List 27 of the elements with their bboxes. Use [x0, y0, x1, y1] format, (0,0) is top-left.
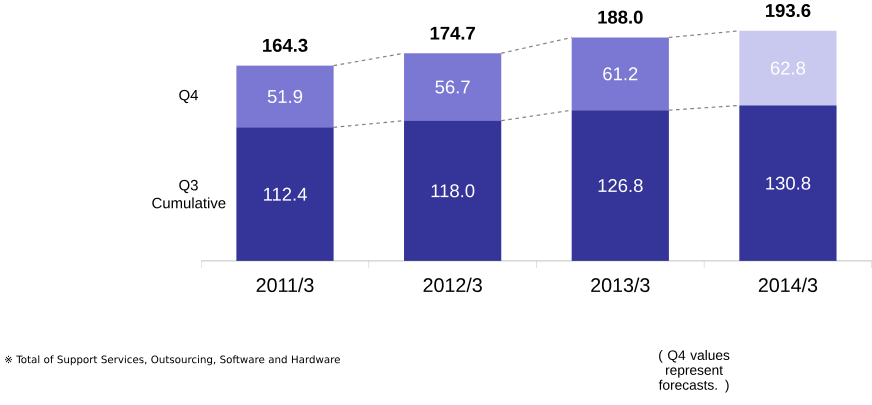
- bar: [236, 127, 334, 262]
- bar: [236, 66, 334, 128]
- data-label: 130.8: [766, 176, 810, 190]
- data-label: 118.0: [432, 184, 474, 198]
- data-label: 126.8: [598, 179, 643, 192]
- data-label: 56.7: [435, 80, 470, 94]
- data-label: 51.9: [268, 90, 302, 104]
- bar: [572, 110, 669, 262]
- bar: [404, 120, 502, 262]
- x-tick-label: 2011/3: [256, 278, 314, 292]
- bar: [572, 38, 669, 110]
- x-tick-label: 2013/3: [591, 278, 650, 292]
- bar: [404, 53, 502, 121]
- total-label: 174.7: [430, 26, 475, 40]
- data-label: 61.2: [603, 67, 638, 80]
- x-tick-label: 2014/3: [758, 278, 818, 292]
- bar: [739, 106, 837, 262]
- x-tick-label: 2012/3: [424, 278, 482, 292]
- total-label: 188.0: [598, 10, 643, 24]
- text: Q4: [179, 90, 198, 104]
- total-label: 193.6: [766, 4, 810, 18]
- data-label: 112.4: [264, 188, 307, 201]
- text: ※ Total of Support Services, Outsourcing, Software and Hardware: [5, 355, 340, 366]
- bar: [739, 30, 837, 106]
- series-label: Q3 Cumulative: [152, 180, 226, 208]
- total-label: 164.3: [263, 38, 308, 52]
- text: ( Q4 values represent forecasts. ): [658, 350, 730, 393]
